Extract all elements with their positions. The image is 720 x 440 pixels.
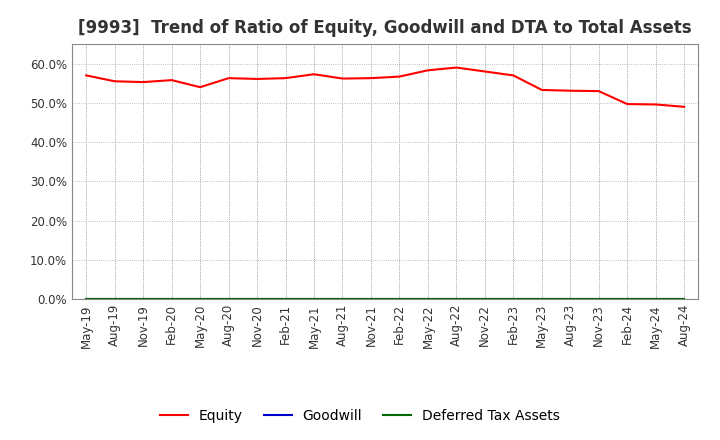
- Goodwill: [225, 297, 233, 302]
- Equity: [225, 76, 233, 81]
- Equity: [680, 104, 688, 110]
- Deferred Tax Assets: [452, 297, 461, 302]
- Deferred Tax Assets: [509, 297, 518, 302]
- Equity: [652, 102, 660, 107]
- Goodwill: [537, 297, 546, 302]
- Equity: [366, 76, 375, 81]
- Deferred Tax Assets: [110, 297, 119, 302]
- Equity: [82, 73, 91, 78]
- Equity: [509, 73, 518, 78]
- Goodwill: [423, 297, 432, 302]
- Equity: [423, 68, 432, 73]
- Deferred Tax Assets: [680, 297, 688, 302]
- Equity: [566, 88, 575, 93]
- Equity: [395, 74, 404, 79]
- Goodwill: [452, 297, 461, 302]
- Deferred Tax Assets: [310, 297, 318, 302]
- Equity: [167, 77, 176, 83]
- Title: [9993]  Trend of Ratio of Equity, Goodwill and DTA to Total Assets: [9993] Trend of Ratio of Equity, Goodwil…: [78, 19, 692, 37]
- Goodwill: [509, 297, 518, 302]
- Goodwill: [680, 297, 688, 302]
- Deferred Tax Assets: [196, 297, 204, 302]
- Deferred Tax Assets: [366, 297, 375, 302]
- Deferred Tax Assets: [253, 297, 261, 302]
- Deferred Tax Assets: [167, 297, 176, 302]
- Deferred Tax Assets: [82, 297, 91, 302]
- Equity: [253, 76, 261, 81]
- Deferred Tax Assets: [395, 297, 404, 302]
- Goodwill: [310, 297, 318, 302]
- Equity: [480, 69, 489, 74]
- Goodwill: [395, 297, 404, 302]
- Goodwill: [139, 297, 148, 302]
- Equity: [282, 76, 290, 81]
- Equity: [338, 76, 347, 81]
- Deferred Tax Assets: [282, 297, 290, 302]
- Equity: [139, 80, 148, 85]
- Goodwill: [253, 297, 261, 302]
- Goodwill: [110, 297, 119, 302]
- Equity: [595, 88, 603, 94]
- Goodwill: [623, 297, 631, 302]
- Equity: [196, 84, 204, 90]
- Goodwill: [366, 297, 375, 302]
- Deferred Tax Assets: [225, 297, 233, 302]
- Deferred Tax Assets: [139, 297, 148, 302]
- Legend: Equity, Goodwill, Deferred Tax Assets: Equity, Goodwill, Deferred Tax Assets: [155, 403, 565, 429]
- Goodwill: [282, 297, 290, 302]
- Deferred Tax Assets: [537, 297, 546, 302]
- Equity: [110, 79, 119, 84]
- Line: Equity: Equity: [86, 68, 684, 107]
- Goodwill: [566, 297, 575, 302]
- Goodwill: [652, 297, 660, 302]
- Goodwill: [82, 297, 91, 302]
- Deferred Tax Assets: [338, 297, 347, 302]
- Deferred Tax Assets: [566, 297, 575, 302]
- Goodwill: [595, 297, 603, 302]
- Equity: [452, 65, 461, 70]
- Deferred Tax Assets: [480, 297, 489, 302]
- Goodwill: [480, 297, 489, 302]
- Deferred Tax Assets: [423, 297, 432, 302]
- Goodwill: [167, 297, 176, 302]
- Equity: [537, 87, 546, 92]
- Goodwill: [196, 297, 204, 302]
- Goodwill: [338, 297, 347, 302]
- Deferred Tax Assets: [652, 297, 660, 302]
- Equity: [623, 102, 631, 107]
- Deferred Tax Assets: [623, 297, 631, 302]
- Equity: [310, 72, 318, 77]
- Deferred Tax Assets: [595, 297, 603, 302]
